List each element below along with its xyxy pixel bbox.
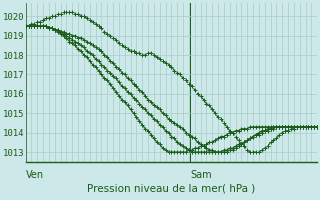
X-axis label: Pression niveau de la mer( hPa ): Pression niveau de la mer( hPa ) (87, 183, 256, 193)
Text: Ven: Ven (26, 170, 44, 180)
Text: Sam: Sam (190, 170, 212, 180)
